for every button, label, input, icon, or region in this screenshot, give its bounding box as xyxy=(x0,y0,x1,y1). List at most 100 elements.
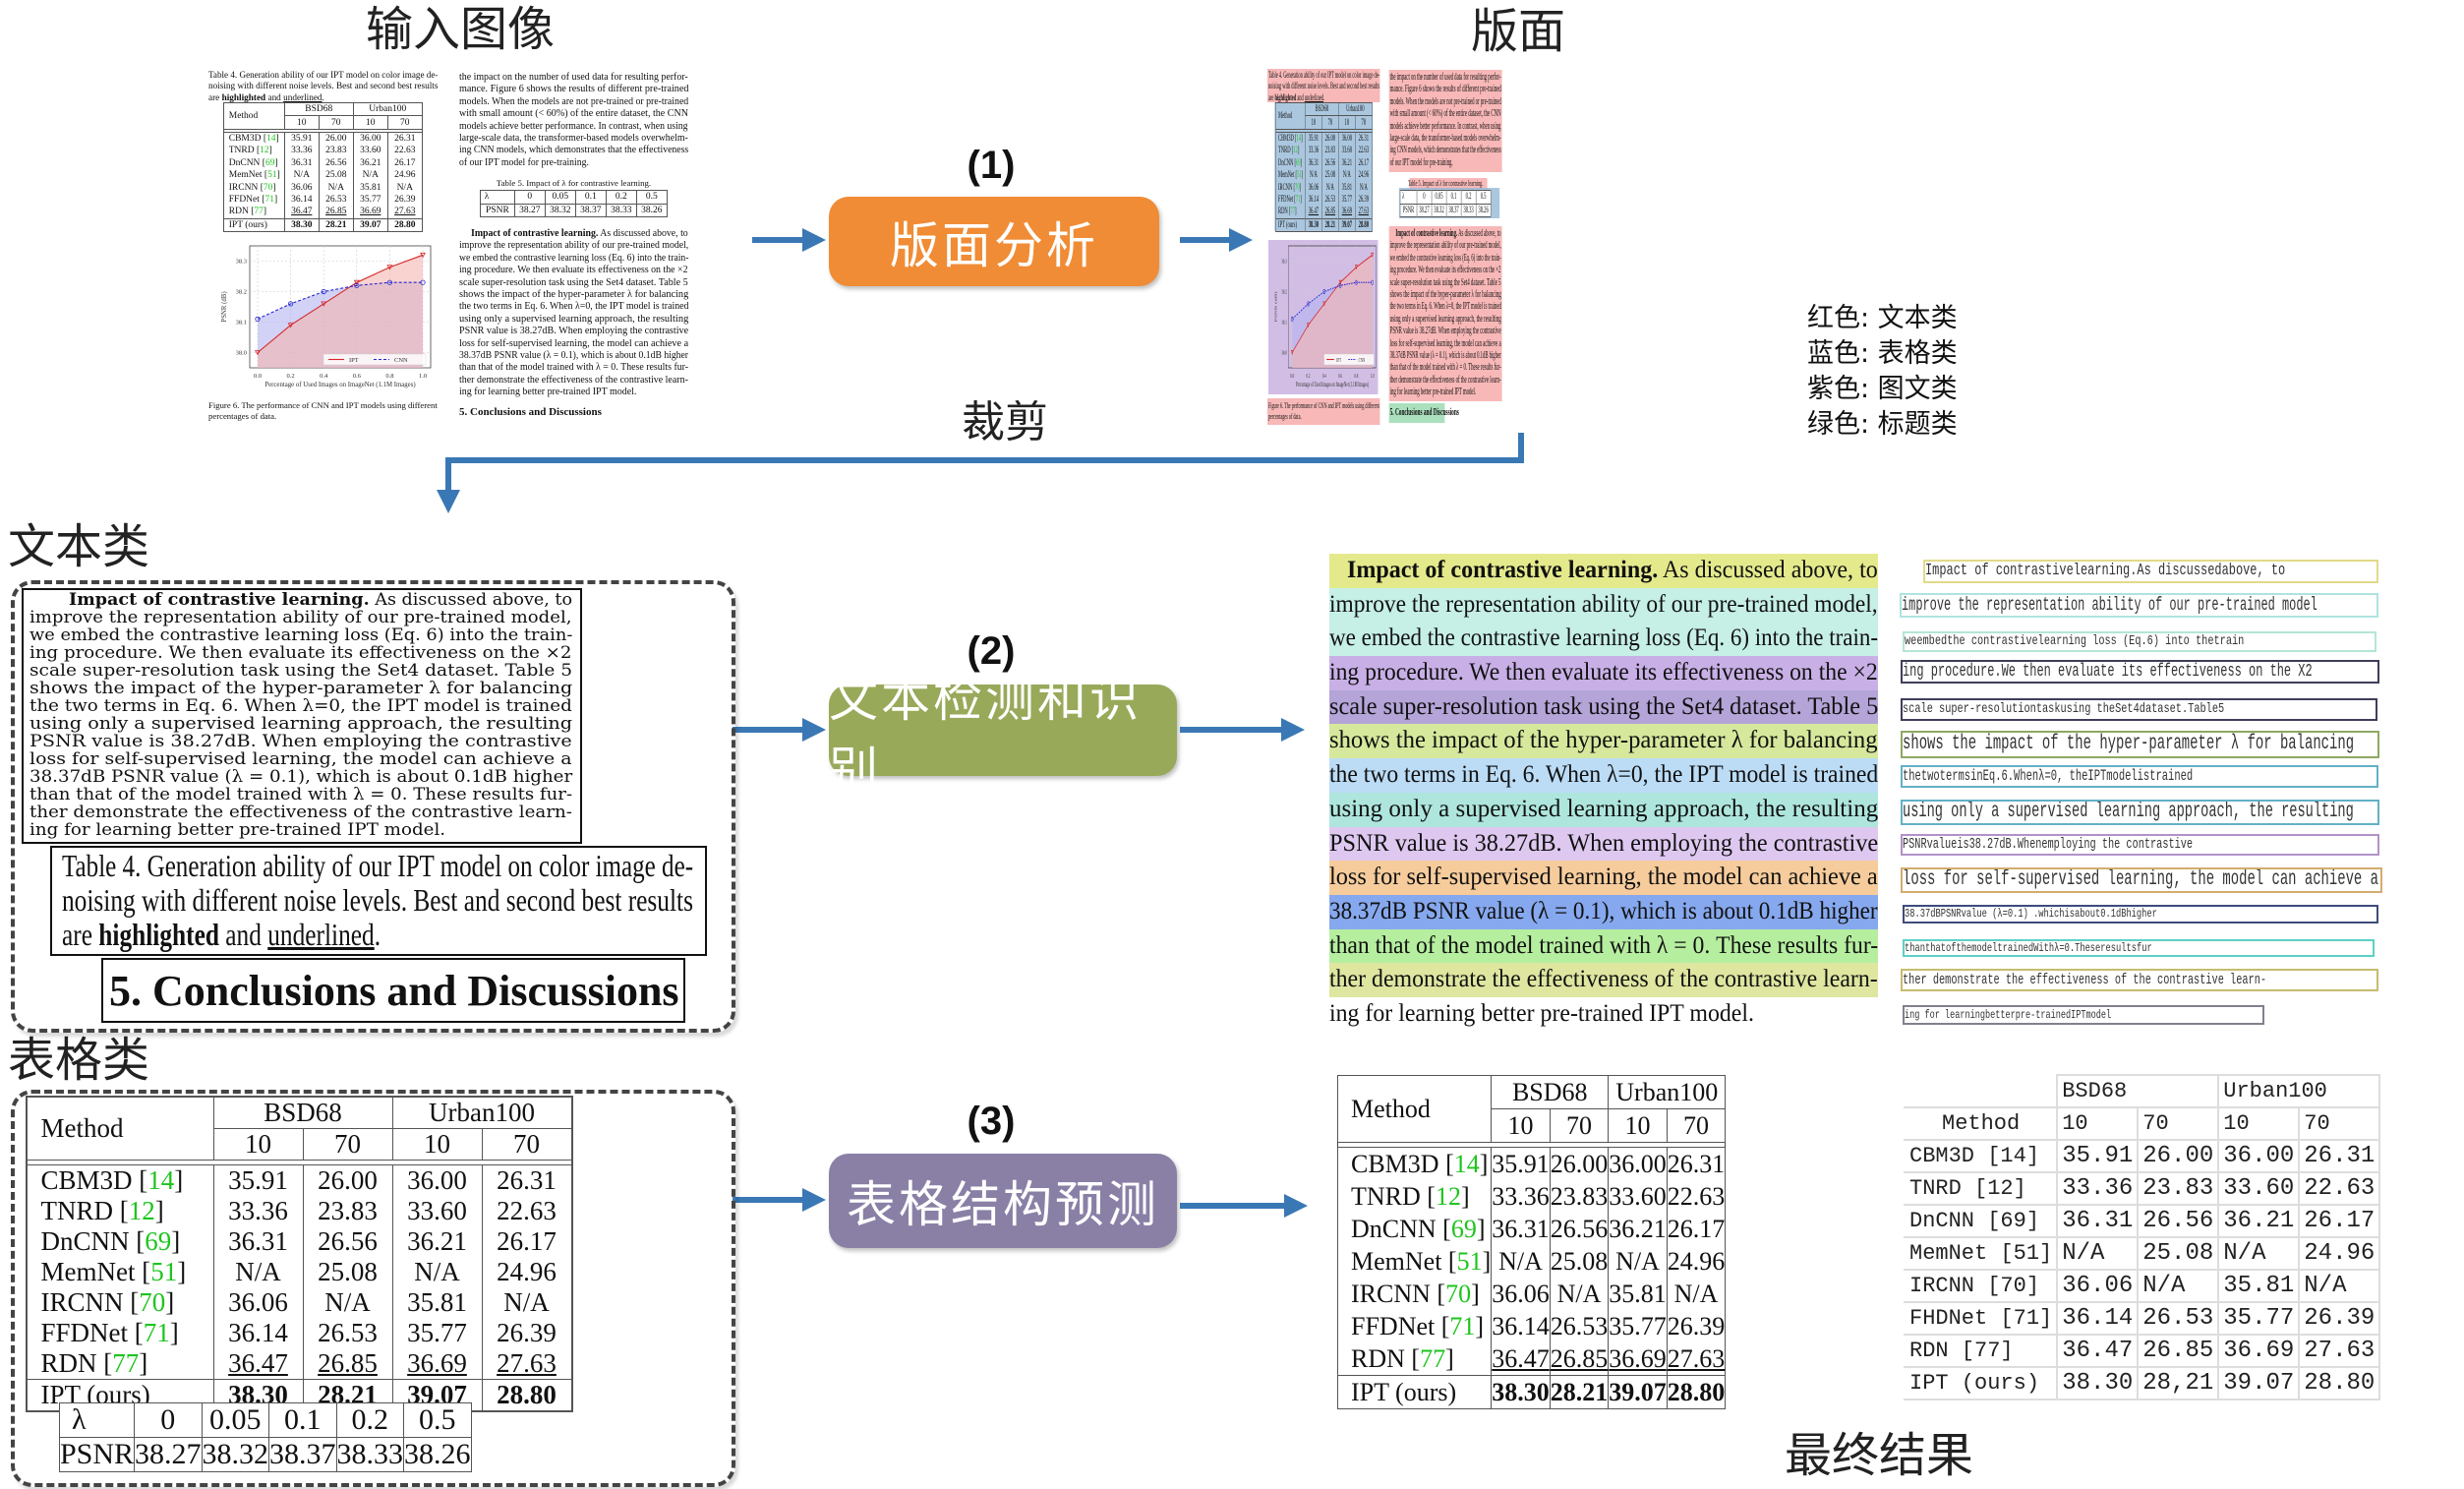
legend-cnn: CNN xyxy=(394,357,408,364)
method-name: FFDNet xyxy=(1278,194,1294,205)
paragraph-line: large-scale data, the transformer-based … xyxy=(459,133,688,145)
table-5: λ 0 0.05 0.1 0.2 0.5 PSNR 38.27 38.32 38.37 38.33 3… xyxy=(58,1402,472,1472)
reference: 71 xyxy=(1295,194,1301,205)
cell-value: 26.39 xyxy=(386,193,423,207)
cell-value: 38.30 xyxy=(1491,1375,1551,1409)
table-class-title: 表格类 xyxy=(8,1033,150,1088)
psnr-value: 38.27 xyxy=(134,1437,203,1472)
paragraph-line: ing CNN models, which demonstrates that … xyxy=(459,145,688,156)
step-2-number: (2) xyxy=(967,629,1016,673)
step-1-number: (1) xyxy=(967,144,1016,187)
crop-caption-line: are highlighted and underlined. xyxy=(62,918,693,952)
data-point xyxy=(1307,323,1310,328)
data-point xyxy=(1371,252,1375,259)
paragraph-line-text: using only a supervised learning approac… xyxy=(1389,313,1501,325)
reference: 14 xyxy=(1296,133,1302,144)
crop-line-text: loss for self-supervised learning, the m… xyxy=(29,749,572,769)
y-tick-label: 38.1 xyxy=(236,320,247,327)
y-tick-label: 38.2 xyxy=(236,289,247,296)
paragraph-line: mance. Figure 6 shows the results of dif… xyxy=(459,84,688,95)
paragraph-line-text: ing procedure. We then evaluate its effe… xyxy=(1389,265,1501,276)
crop-line-text: than that of the model trained with λ = … xyxy=(29,785,573,804)
crop-line: ing for learning better pre-trained IPT … xyxy=(29,821,572,839)
lambda-value: 0.2 xyxy=(335,1402,405,1438)
psnr-value: 38.37 xyxy=(268,1437,337,1472)
ocr-cell: 35.81 xyxy=(2217,1269,2301,1303)
cell-value: N/A xyxy=(1355,181,1373,194)
ocr-cell: 22.63 xyxy=(2298,1171,2381,1206)
paragraph-line: mance. Figure 6 shows the results of dif… xyxy=(1390,84,1501,95)
highlighted-line: Impact of contrastive learning. As discu… xyxy=(1329,554,1878,588)
paragraph-line: ing procedure. We then evaluate its effe… xyxy=(459,265,688,276)
crop-line: shows the impact of the hyper-parameter … xyxy=(29,680,572,697)
cell-value: 36.69 xyxy=(1608,1342,1668,1376)
ocr-level-header: 70 xyxy=(2298,1106,2381,1141)
cell-value: 26.85 xyxy=(1549,1342,1610,1376)
method-name: FFDNet xyxy=(40,1318,129,1347)
cell-value: N/A xyxy=(386,181,423,194)
legend-ipt: IPT xyxy=(349,357,359,364)
cell-value: 26.85 xyxy=(302,1348,393,1380)
ocr-line-text: improve the representation ability of ou… xyxy=(1902,594,2317,616)
crop-caption-line: Table 4. Generation ability of our IPT m… xyxy=(62,849,693,883)
x-tick-label: 1.0 xyxy=(419,373,427,380)
ocr-cell: 33.60 xyxy=(2217,1171,2301,1206)
cell-value: 33.60 xyxy=(1338,145,1356,157)
method-name: RDN xyxy=(228,207,249,217)
series-line-cnn xyxy=(257,281,423,320)
caption-pre: are xyxy=(1267,92,1275,103)
paragraph-lead: Impact of contrastive learning. xyxy=(69,590,370,610)
paragraph-lead: Impact of contrastive learning. xyxy=(471,228,599,239)
cell-value: N/A xyxy=(481,1287,572,1318)
table-row: MemNet51N/A25.08N/A24.96 xyxy=(223,168,423,182)
ocr-line-text: weembedthe contrastivelearning loss (Eq.… xyxy=(1905,633,2245,649)
cell-value: 26.31 xyxy=(1355,132,1373,146)
paragraph-line: models. When the models are not pre-trai… xyxy=(459,96,688,108)
layout-region xyxy=(1266,398,1380,425)
crop-line-text: ther demonstrate the effectiveness of th… xyxy=(29,803,572,822)
ocr-line-text: Impact of contrastivelearning.As discuss… xyxy=(1925,562,2286,580)
table-4: MethodBSD68Urban10010701070CBM3D1435.912… xyxy=(1336,1075,1727,1409)
method-name: IPT (ours) xyxy=(1351,1377,1457,1406)
caption-line-text: noising with different noise levels. Bes… xyxy=(208,82,439,92)
level-header: 70 xyxy=(1549,1108,1610,1143)
crop-line: Impact of contrastive learning. As discu… xyxy=(29,591,572,609)
step-3-number: (3) xyxy=(967,1100,1016,1143)
paragraph-line: using only a supervised learning approac… xyxy=(1390,314,1501,326)
cell-value: N/A xyxy=(391,1257,483,1287)
highlighted-text-lines: Impact of contrastive learning. As discu… xyxy=(1329,554,1878,1032)
table-4: MethodBSD68Urban10010701070CBM3D1435.912… xyxy=(223,101,423,232)
series-line-ipt xyxy=(1292,254,1373,353)
paragraph-line: we embed the contrastive learning loss (… xyxy=(459,253,688,265)
data-point xyxy=(255,316,261,323)
paragraph-line: of our IPT model for pre-training. xyxy=(459,157,688,169)
caption-post: . xyxy=(322,92,324,103)
ocr-cell: 36.21 xyxy=(2217,1204,2301,1238)
layout-legend: 红色: 文本类 蓝色: 表格类 紫色: 图文类 绿色: 标题类 xyxy=(1807,301,1958,443)
y-axis-label: PSNR (dB) xyxy=(1274,291,1278,322)
caption-line-text: Figure 6. The performance of CNN and IPT… xyxy=(208,400,438,410)
reference: 71 xyxy=(143,1318,170,1347)
method-name: DnCNN xyxy=(40,1226,130,1256)
ocr-table-row: MemNet [51] N/A 25.08 N/A 24.96 xyxy=(1903,1236,2381,1271)
cell-value: 35.81 xyxy=(391,1287,483,1318)
psnr-value: 38.26 xyxy=(403,1437,472,1472)
caption-pre: are xyxy=(208,92,222,103)
paragraph-line: than that of the model trained with λ = … xyxy=(1390,362,1501,374)
paragraph-crop: Impact of contrastive learning. As discu… xyxy=(22,588,582,844)
reference: 14 xyxy=(1453,1149,1480,1178)
psnr-value: 38.32 xyxy=(201,1437,270,1472)
reference: 69 xyxy=(264,157,275,168)
caption-underline: underlined xyxy=(283,92,323,103)
paragraph-line: of our IPT model for pre-training. xyxy=(1390,157,1501,169)
paragraph-line: models achieve better performance. In co… xyxy=(1390,121,1501,133)
y-tick-label: 38.3 xyxy=(236,259,247,266)
caption-bold: highlighted xyxy=(1274,92,1297,103)
data-point xyxy=(1371,279,1374,285)
table-5: λ 0 0.05 0.1 0.2 0.5 PSNR 38.27 38.32 38.37 38.33 3… xyxy=(1399,190,1492,217)
